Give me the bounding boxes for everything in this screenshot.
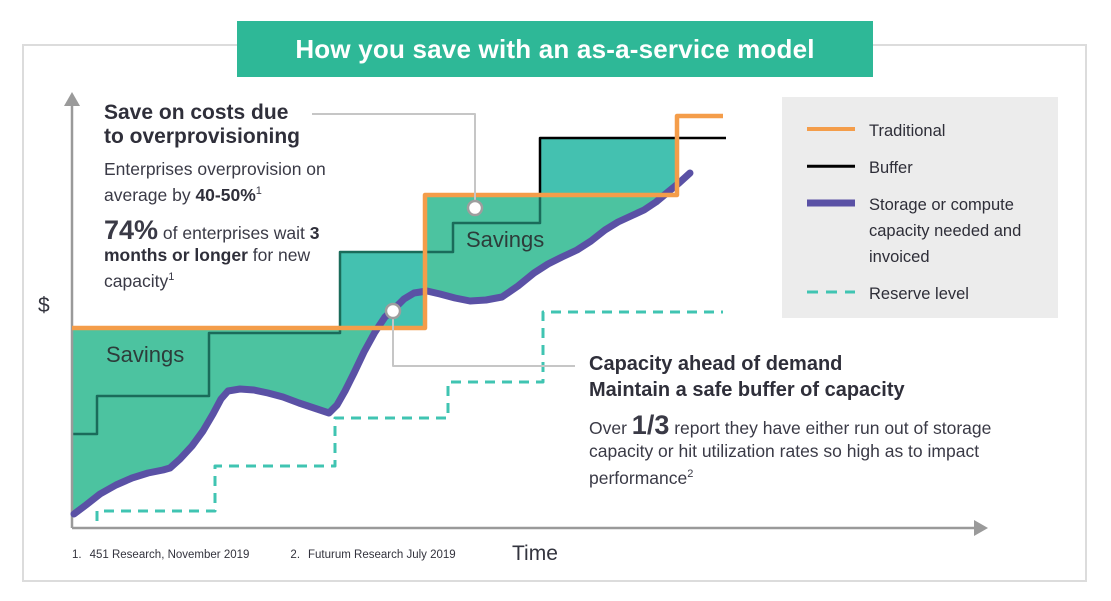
annotation-overprovisioning-text: Enterprises overprovision on average by …: [104, 159, 326, 205]
footnote-1: 1. 451 Research, November 2019: [72, 549, 250, 561]
x-axis-arrow: [974, 520, 988, 536]
connector-overprovision: [312, 113, 476, 201]
footnotes: 1. 451 Research, November 2019 2. Futuru…: [72, 549, 456, 561]
page-title: How you save with an as-a-service model: [295, 33, 815, 64]
x-axis-label: Time: [512, 542, 558, 565]
annotation-overprovisioning-heading: Save on costs due to overprovisioning: [104, 101, 301, 148]
legend-item-traditional: Traditional: [807, 118, 1048, 144]
legend-item-buffer: Buffer: [807, 155, 1048, 181]
reserve-dashed-line-icon: [807, 281, 855, 303]
stat-one-third: 1/3: [631, 410, 670, 440]
legend-item-reserve: Reserve level: [807, 281, 1048, 307]
connector-capacity: [392, 318, 575, 367]
annotation-overprovisioning-stat: 74% of enterprises wait 3 months or long…: [104, 214, 320, 291]
buffer-line-under-fill: [72, 196, 542, 436]
y-axis-arrow: [64, 92, 80, 106]
footnote-2: 2. Futurum Research July 2019: [290, 549, 456, 561]
buffer-line-icon: [807, 155, 855, 177]
marker-capacity: [384, 302, 402, 320]
demand-line-icon: [807, 192, 855, 214]
buffer-line: [538, 136, 726, 196]
traditional-line-icon: [807, 118, 855, 140]
annotation-capacity: Capacity ahead of demand Maintain a safe…: [589, 351, 999, 490]
y-axis-label: $: [38, 294, 50, 317]
savings-area-label-left: Savings: [106, 342, 185, 367]
annotation-capacity-text: Over 1/3 report they have either run out…: [589, 410, 992, 488]
annotation-capacity-heading: Capacity ahead of demand Maintain a safe…: [589, 353, 905, 401]
demand-line: [70, 169, 694, 518]
savings-fill-cyan-left: [340, 252, 425, 328]
title-banner: How you save with an as-a-service model: [237, 21, 873, 77]
traditional-line: [72, 113, 723, 331]
stat-74-percent: 74%: [104, 214, 159, 245]
legend-box: Traditional Buffer Storage or compute ca…: [782, 97, 1058, 318]
marker-overprovision: [466, 199, 484, 217]
annotation-overprovisioning: Save on costs due to overprovisioning En…: [104, 101, 348, 292]
legend-item-demand: Storage or compute capacity needed and i…: [807, 192, 1048, 270]
savings-area-label-middle: Savings: [466, 227, 545, 252]
reserve-line: [95, 310, 723, 521]
savings-fill-green: [72, 196, 665, 516]
savings-fill-cyan-right: [540, 139, 677, 196]
